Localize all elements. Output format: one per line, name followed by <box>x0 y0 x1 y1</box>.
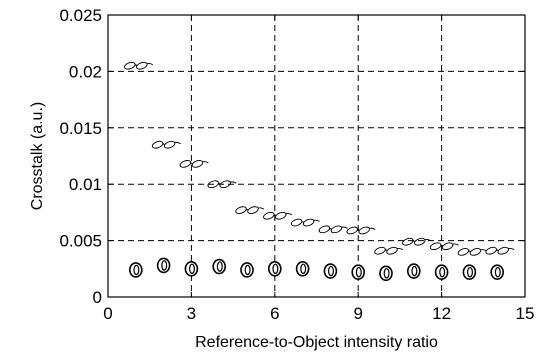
data-point-glasses <box>290 218 320 227</box>
y-tick-labels: 0 0.005 0.01 0.015 0.02 0.025 <box>59 6 102 307</box>
data-point-circle <box>295 260 310 277</box>
data-point-glasses <box>124 61 154 70</box>
data-point-circle <box>462 264 477 280</box>
data-point-glasses <box>179 160 209 168</box>
x-tick-labels: 0 3 6 9 12 15 <box>103 304 534 323</box>
y-tick-label: 0.02 <box>69 62 102 81</box>
data-point-glasses <box>402 237 432 246</box>
x-tick-label: 6 <box>270 304 279 323</box>
data-point-circle <box>156 257 171 274</box>
x-tick-label: 0 <box>103 304 112 323</box>
data-point-circle <box>323 263 338 279</box>
data-point-glasses <box>457 248 487 256</box>
x-tick-label: 3 <box>187 304 196 323</box>
data-point-circle <box>379 265 393 282</box>
data-point-circle <box>351 264 366 280</box>
data-point-circle <box>184 260 199 277</box>
y-tick-label: 0.025 <box>59 6 102 25</box>
data-point-glasses <box>346 226 376 235</box>
data-point-circle <box>267 260 282 277</box>
data-point-circle <box>490 264 505 280</box>
data-point-glasses <box>485 246 515 255</box>
y-axis-label: Crosstalk (a.u.) <box>29 102 46 210</box>
x-tick-label: 12 <box>432 304 451 323</box>
y-tick-label: 0.015 <box>59 119 102 138</box>
axis-ticks <box>107 14 526 298</box>
data-point-circle <box>212 258 226 275</box>
grid-lines <box>108 15 525 297</box>
data-point-glasses <box>318 225 348 234</box>
y-tick-label: 0.01 <box>69 175 102 194</box>
data-point-circle <box>406 263 421 279</box>
x-axis-label: Reference-to-Object intensity ratio <box>195 334 438 351</box>
plot-frame <box>107 14 526 298</box>
series-0 <box>124 61 515 256</box>
data-point-glasses <box>235 206 265 214</box>
data-point-circle <box>434 264 449 280</box>
series-1 <box>129 257 505 282</box>
data-point-glasses <box>207 180 237 189</box>
data-point-glasses <box>374 246 404 255</box>
data-point-circle <box>240 262 254 278</box>
data-point-circle <box>129 262 143 278</box>
data-point-glasses <box>151 140 181 149</box>
y-tick-label: 0 <box>93 288 102 307</box>
data-point-glasses <box>429 242 459 251</box>
y-tick-label: 0.005 <box>59 232 102 251</box>
data-series <box>124 61 515 282</box>
data-point-glasses <box>263 211 293 220</box>
x-tick-label: 15 <box>516 304 535 323</box>
x-tick-label: 9 <box>353 304 362 323</box>
